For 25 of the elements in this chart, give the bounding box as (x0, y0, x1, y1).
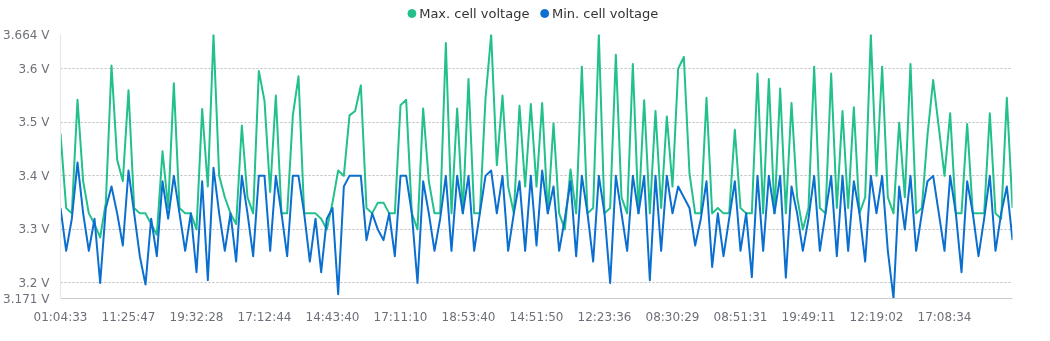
x-tick-label: 11:25:47 (101, 309, 156, 324)
y-tick-label: 3.171 V (3, 291, 51, 306)
y-tick-label: 3.6 V (18, 61, 51, 76)
x-tick-label: 14:51:50 (509, 309, 564, 324)
legend-label: Min. cell voltage (551, 6, 659, 21)
line-series (60, 161, 1013, 299)
x-tick-label: 17:11:10 (373, 309, 428, 324)
x-tick-label: 19:49:11 (781, 309, 836, 324)
y-tick-label: 3.3 V (18, 222, 51, 237)
x-tick-label: 12:19:02 (849, 309, 904, 324)
x-tick-label: 17:12:44 (237, 309, 292, 324)
legend-label: Max. cell voltage (419, 6, 530, 21)
x-tick-label: 17:08:34 (917, 309, 972, 324)
x-tick-label: 01:04:33 (33, 309, 88, 324)
x-tick-label: 12:23:36 (577, 309, 632, 324)
x-tick-label: 08:30:29 (645, 309, 700, 324)
y-tick-label: 3.2 V (18, 275, 51, 290)
line-series (60, 34, 1013, 239)
x-tick-label: 18:53:40 (441, 309, 496, 324)
y-tick-label: 3.664 V (3, 27, 51, 42)
y-tick-label: 3.5 V (18, 115, 51, 130)
x-tick-label: 08:51:31 (713, 309, 768, 324)
x-tick-label: 14:43:40 (305, 309, 360, 324)
y-tick-label: 3.4 V (18, 168, 51, 183)
x-tick-label: 19:32:28 (169, 309, 224, 324)
